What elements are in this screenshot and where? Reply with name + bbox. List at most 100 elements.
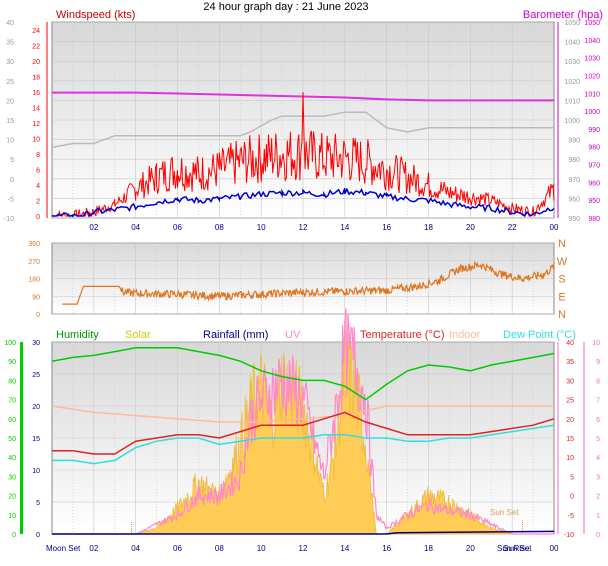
temp-x-tick: 02 <box>89 544 98 553</box>
temp-x-tick: 18 <box>424 544 433 553</box>
temp-left-tick: 25 <box>32 372 40 379</box>
annotation-moon-set: Moon Set <box>46 544 81 553</box>
temp-x-tick: 16 <box>382 544 391 553</box>
wind-outer-tick: -5 <box>8 196 14 203</box>
baro-inner-tick: 980 <box>588 145 600 152</box>
wind-inner-tick: 2 <box>36 199 40 206</box>
baro-inner-tick: 990 <box>588 127 600 134</box>
wind-outer-tick: 5 <box>10 157 14 164</box>
humidity-tick: 90 <box>8 359 16 366</box>
baro-outer-tick: 960 <box>568 196 580 203</box>
humidity-tick: 30 <box>8 474 16 481</box>
baro-inner-tick: 960 <box>588 180 600 187</box>
chart-title: 24 hour graph day : 21 June 2023 <box>203 1 368 13</box>
temp-left-tick: 20 <box>32 404 40 411</box>
baro-inner-tick: 950 <box>588 198 600 205</box>
wind-x-tick: 02 <box>89 223 98 232</box>
dewpoint-line <box>52 424 555 465</box>
baro-inner-tick: 1050 <box>584 20 600 27</box>
uv-tick: 0 <box>596 532 600 539</box>
temp-x-tick: 08 <box>215 544 224 553</box>
temp-left-tick: 5 <box>36 500 40 507</box>
uv-tick: 1 <box>596 513 600 520</box>
wind-inner-tick: 18 <box>32 75 40 82</box>
legend-dewpoint: Dew Point (°C) <box>503 329 576 341</box>
humidity-tick: 100 <box>4 340 16 347</box>
wind-outer-tick: 10 <box>6 138 14 145</box>
dir-left-tick: 270 <box>28 259 40 266</box>
baro-inner-tick: 1000 <box>584 109 600 116</box>
temp-left-tick: 15 <box>32 436 40 443</box>
wind-inner-tick: 20 <box>32 59 40 66</box>
wind-x-tick: 16 <box>382 223 391 232</box>
baro-outer-tick: 970 <box>568 177 580 184</box>
wind-outer-tick: 0 <box>10 177 14 184</box>
baro-inner-tick: 1040 <box>584 38 600 45</box>
legend-uv: UV <box>285 329 301 341</box>
barometer-label: Barometer (hpa) <box>523 9 603 21</box>
humidity-tick: 0 <box>12 532 16 539</box>
wind-direction-line <box>62 260 555 305</box>
baro-outer-tick: 1040 <box>564 40 580 47</box>
temp-right-tick: -10 <box>564 532 574 539</box>
wind-outer-tick: 40 <box>6 20 14 27</box>
temp-left-tick: 0 <box>36 532 40 539</box>
wind-x-tick: 22 <box>508 223 517 232</box>
temp-x-tick: 00 <box>550 544 559 553</box>
uv-tick: 10 <box>592 340 600 347</box>
dir-compass-tick: W <box>557 256 568 268</box>
dir-compass-tick: N <box>558 309 566 321</box>
uv-tick: 8 <box>596 378 600 385</box>
humidity-tick: 60 <box>8 417 16 424</box>
uv-tick: 4 <box>596 455 600 462</box>
wind-outer-tick: 20 <box>6 98 14 105</box>
temp-right-tick: 35 <box>566 359 574 366</box>
wind-x-tick: 04 <box>131 223 140 232</box>
temp-left-tick: 10 <box>32 468 40 475</box>
temp-right-tick: 0 <box>570 494 574 501</box>
windspeed-label: Windspeed (kts) <box>56 9 135 21</box>
legend-humidity: Humidity <box>56 329 99 341</box>
temp-right-tick: 25 <box>566 398 574 405</box>
baro-outer-tick: 990 <box>568 138 580 145</box>
uv-tick: 3 <box>596 474 600 481</box>
baro-inner-tick: 970 <box>588 163 600 170</box>
wind-x-tick: 12 <box>299 223 308 232</box>
indoor-line <box>51 405 554 423</box>
temp-right-tick: 20 <box>566 417 574 424</box>
dir-compass-tick: E <box>558 291 565 303</box>
uv-tick: 5 <box>596 436 600 443</box>
legend-rainfall: Rainfall (mm) <box>203 329 268 341</box>
temp-right-tick: 40 <box>566 340 574 347</box>
baro-outer-tick: 1000 <box>564 118 580 125</box>
temp-right-tick: 15 <box>566 436 574 443</box>
wind-inner-tick: 10 <box>32 137 40 144</box>
gust-line <box>51 91 555 218</box>
axis-layer: 4035302520151050-5-102422201816141210864… <box>4 20 600 553</box>
wind-inner-tick: 6 <box>36 168 40 175</box>
baro-outer-tick: 1020 <box>564 79 580 86</box>
avg-wind-line <box>52 187 555 218</box>
annotation-sun-rise: Sun Rise <box>497 544 530 553</box>
uv-tick: 7 <box>596 398 600 405</box>
temp-right-tick: -5 <box>568 513 574 520</box>
dir-left-tick: 0 <box>36 312 40 319</box>
wind-inner-tick: 24 <box>32 28 40 35</box>
wind-x-tick: 14 <box>340 223 349 232</box>
humidity-tick: 10 <box>8 513 16 520</box>
wind-outer-tick: 25 <box>6 79 14 86</box>
humidity-tick: 50 <box>8 436 16 443</box>
legend-temperature: Temperature (°C) <box>360 329 444 341</box>
baro-inner-tick: 980 <box>588 216 600 223</box>
wind-x-tick: 10 <box>257 223 266 232</box>
wind-outer-tick: -10 <box>4 216 14 223</box>
temp-right-tick: 5 <box>570 474 574 481</box>
temp-left-tick: 30 <box>32 340 40 347</box>
wind-x-tick: 20 <box>466 223 475 232</box>
series-layer <box>51 91 555 535</box>
wind-inner-tick: 4 <box>36 183 40 190</box>
baro-inner-tick: 1020 <box>584 73 600 80</box>
temp-x-tick: 20 <box>466 544 475 553</box>
dir-left-tick: 360 <box>28 241 40 248</box>
